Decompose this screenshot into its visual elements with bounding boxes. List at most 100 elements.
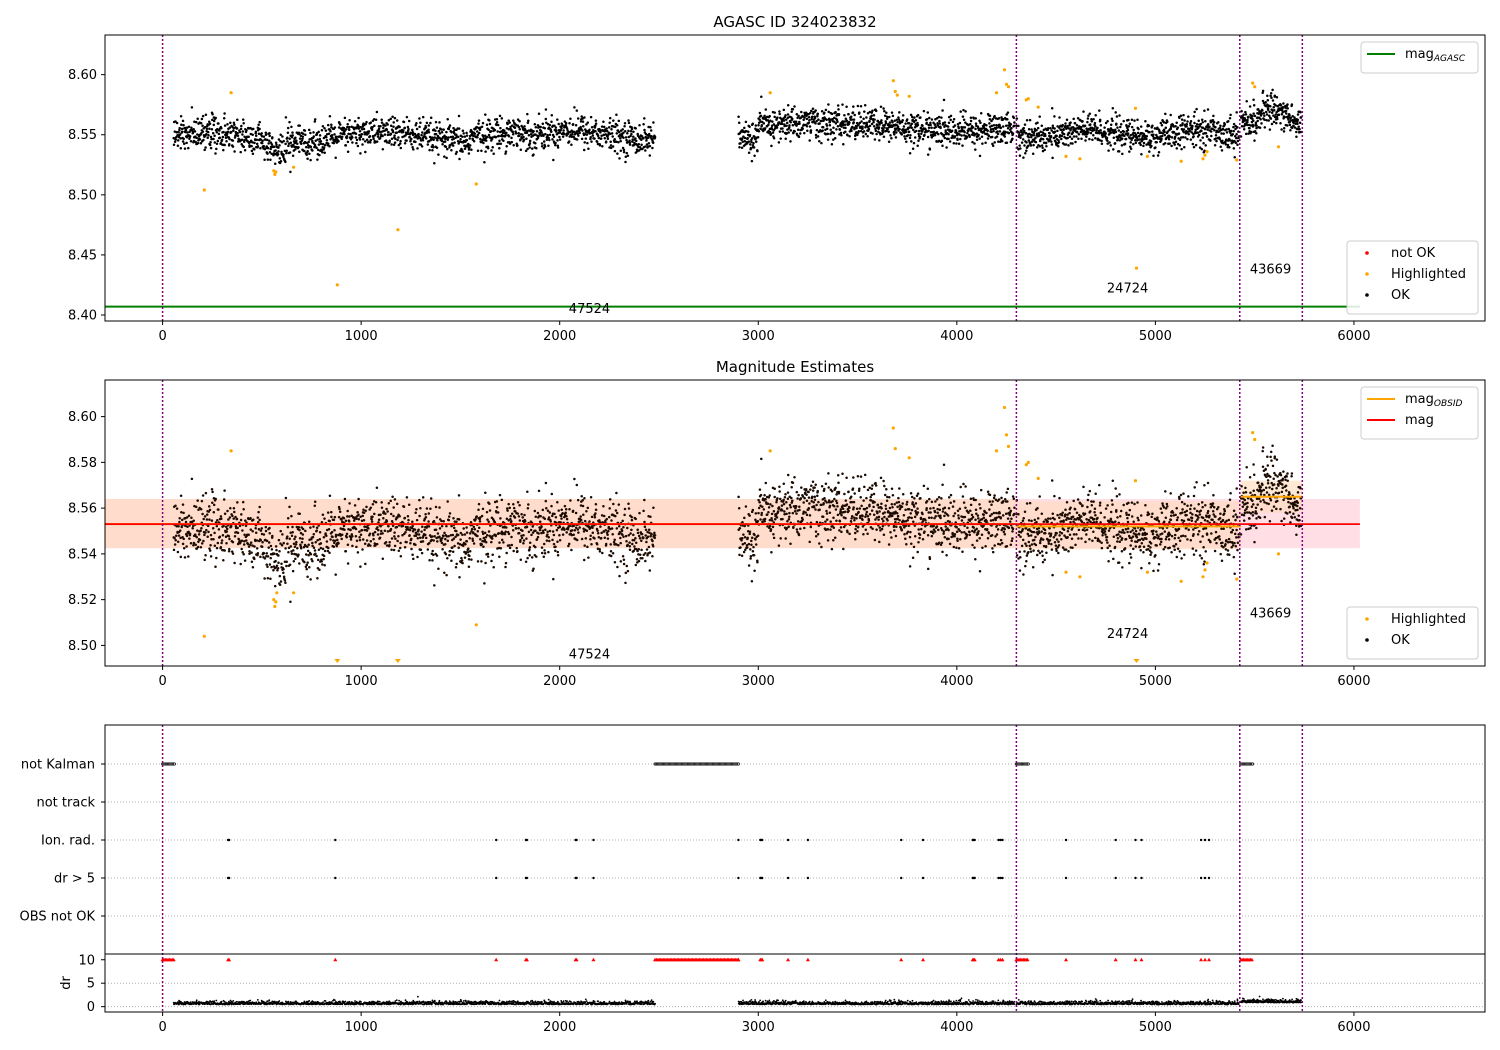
ok-point [332,545,336,549]
ok-point [907,122,911,125]
ok-point [1077,132,1081,136]
ok-point [222,498,226,501]
ok-point [1148,130,1151,134]
ok-point [652,121,655,124]
ok-point [201,494,205,497]
ok-point [516,549,519,553]
ok-point [450,524,453,528]
ok-point [205,127,209,130]
ok-point [392,506,395,509]
ok-point [814,133,818,137]
ok-point [180,127,184,131]
ok-point [413,528,417,531]
ok-point [260,545,264,549]
ok-point [228,516,232,519]
ok-point [261,541,264,544]
ok-point [455,529,458,533]
ok-point [309,526,312,529]
ok-point [373,124,376,128]
ok-point [313,118,317,121]
ok-point [563,132,566,136]
ok-point [215,130,219,134]
ok-point [228,547,231,551]
ok-point [1041,138,1045,141]
ok-point [217,528,221,531]
ok-point [530,147,534,150]
ok-point [556,550,560,554]
ok-point [313,504,317,508]
ok-point [979,111,983,115]
ok-point [307,520,311,524]
ok-point [275,564,279,567]
ok-point [312,135,316,138]
ok-point [1220,149,1224,152]
ok-point [1275,95,1279,99]
ok-point [1099,128,1102,132]
ok-point [407,503,411,507]
ok-point [517,515,521,518]
ok-point [550,114,554,117]
legend-top: magAGASC [1360,41,1479,74]
ok-point [212,123,216,127]
ok-point [450,130,453,134]
ok-point [1114,128,1117,132]
ok-point [861,125,864,129]
ok-point [211,527,215,530]
ok-point [474,518,477,521]
ok-point [496,511,500,514]
ok-point [1106,139,1109,143]
ok-point [395,525,399,529]
ok-point [1134,141,1138,145]
ok-point [315,146,318,150]
ok-point [186,525,189,529]
ok-point [589,135,592,139]
ok-point [512,506,516,510]
ok-point [259,555,262,559]
ok-point [417,132,420,136]
ok-point [859,104,863,108]
ok-point [382,126,385,130]
ok-point [255,142,259,146]
ok-point [796,128,800,131]
ok-point [454,566,458,569]
ok-point [219,545,223,549]
ok-point [1296,113,1300,116]
ok-point [540,142,544,145]
ok-point [852,105,855,108]
ok-point [476,534,479,538]
ok-point [1232,122,1236,126]
ok-point [380,501,383,504]
ok-point [259,529,263,532]
ok-point [475,130,479,133]
ok-point [268,151,272,154]
ok-point [251,152,255,155]
ok-point [207,530,210,534]
ok-point [257,132,261,136]
ok-point [518,519,522,522]
ok-point [334,533,338,537]
ok-point [806,129,809,133]
ok-point [333,126,337,129]
ok-point [443,531,446,535]
ok-point [260,141,264,145]
ok-point [316,577,319,580]
ok-point [259,147,262,150]
ok-point [1092,118,1095,121]
ok-point [882,107,885,110]
ok-point [1229,113,1232,117]
ok-point [233,123,236,127]
ok-point [622,136,625,139]
ok-point [854,137,857,141]
ok-point [1187,127,1191,131]
ok-point [385,128,389,131]
ok-point [901,114,905,117]
ok-point [1178,138,1182,142]
ok-point [361,538,365,541]
ok-point [1049,134,1053,138]
ok-point [1164,126,1168,130]
ok-point [421,138,425,142]
ok-point [470,148,473,151]
ok-point [301,527,305,531]
ok-point [345,134,349,138]
ok-point [1093,121,1097,125]
